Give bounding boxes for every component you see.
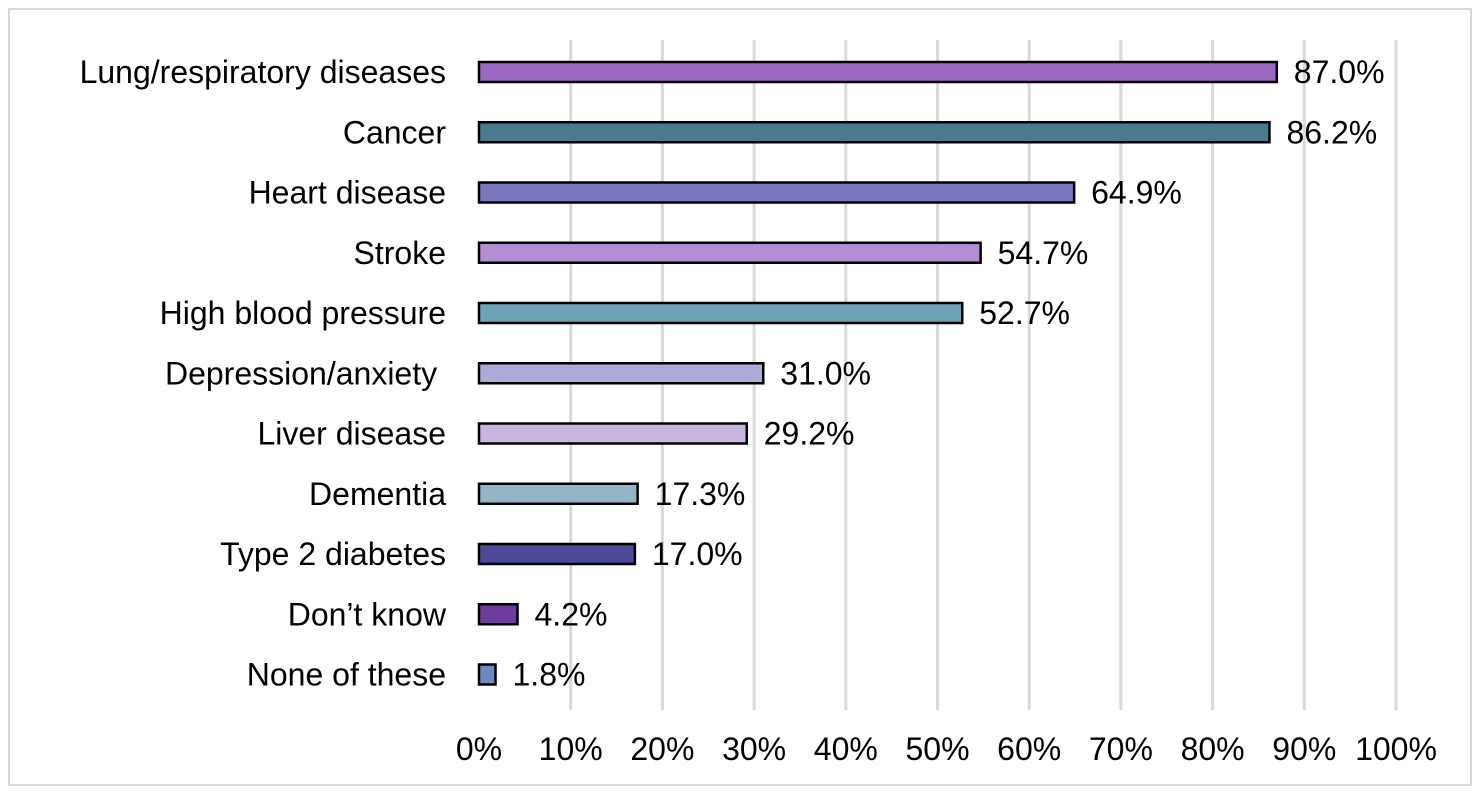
- bar: [477, 241, 982, 264]
- data-label: 17.3%: [655, 476, 746, 512]
- x-tick-label: 50%: [905, 731, 969, 767]
- category-label: Type 2 diabetes: [220, 536, 446, 572]
- data-label: 64.9%: [1091, 175, 1182, 211]
- data-label: 54.7%: [998, 235, 1089, 271]
- x-tick-label: 10%: [539, 731, 603, 767]
- x-tick-label: 20%: [630, 731, 694, 767]
- data-label: 1.8%: [513, 657, 586, 693]
- x-tick-label: 90%: [1272, 731, 1336, 767]
- x-tick-label: 30%: [722, 731, 786, 767]
- bar: [477, 60, 1279, 84]
- bar: [477, 482, 639, 505]
- labels: Lung/respiratory diseases 87.0% Cancer 86.2…: [80, 54, 1385, 693]
- data-label: 87.0%: [1294, 54, 1385, 90]
- category-label: Don’t know: [288, 596, 447, 632]
- bars: [477, 60, 1279, 686]
- category-label: High blood pressure: [160, 295, 446, 331]
- category-label: Stroke: [354, 235, 446, 271]
- x-axis-ticks: 0% 10% 20% 30% 40% 50% 60% 70% 80% 90% 100%: [456, 731, 1437, 767]
- category-label: Lung/respiratory diseases: [80, 54, 446, 90]
- bar: [477, 301, 964, 325]
- bar: [477, 542, 637, 566]
- x-tick-label: 80%: [1181, 731, 1245, 767]
- data-label: 31.0%: [780, 355, 871, 391]
- data-label: 52.7%: [979, 295, 1070, 331]
- bar: [477, 121, 1271, 144]
- category-label: Dementia: [309, 476, 446, 512]
- gridlines: [569, 40, 1398, 710]
- category-label: Liver disease: [257, 416, 446, 452]
- category-label: Depression/anxiety: [165, 355, 446, 391]
- x-tick-label: 40%: [814, 731, 878, 767]
- data-label: 17.0%: [652, 536, 743, 572]
- bar: [477, 603, 519, 626]
- bar: [477, 362, 765, 385]
- category-label: None of these: [247, 657, 446, 693]
- x-tick-label: 70%: [1089, 731, 1153, 767]
- x-tick-label: 60%: [997, 731, 1061, 767]
- data-label: 29.2%: [764, 416, 855, 452]
- category-label: Cancer: [343, 114, 447, 150]
- category-label: Heart disease: [249, 175, 446, 211]
- x-tick-label: 0%: [456, 731, 502, 767]
- bar: [477, 663, 497, 686]
- bar: [477, 422, 749, 445]
- bar: [477, 181, 1076, 204]
- data-label: 86.2%: [1286, 114, 1377, 150]
- data-label: 4.2%: [535, 596, 608, 632]
- x-tick-label: 100%: [1355, 731, 1437, 767]
